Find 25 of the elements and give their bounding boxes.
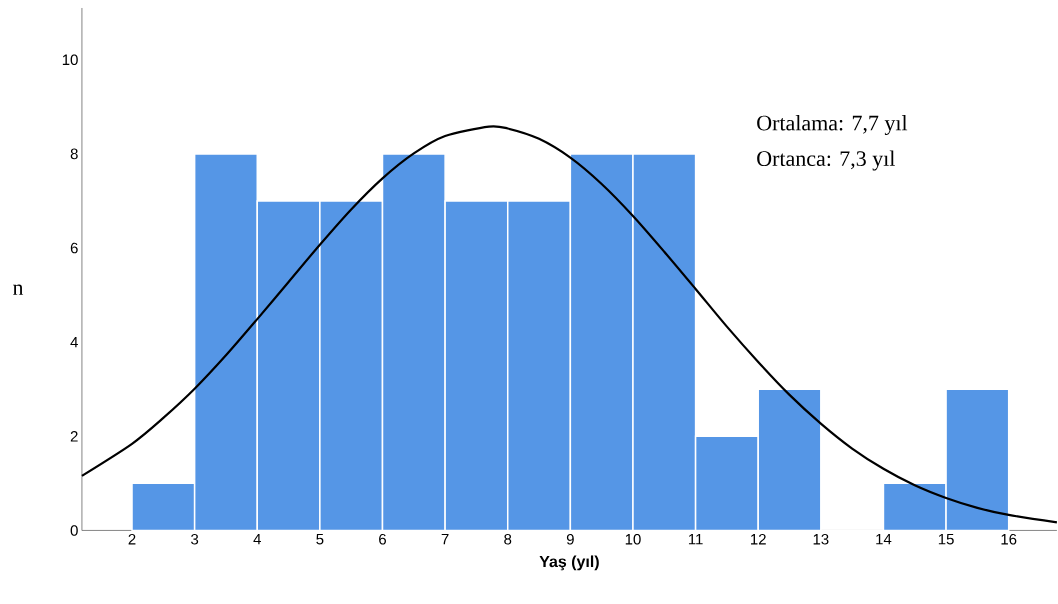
x-tick-label: 15 [938,533,954,545]
y-tick-label: 4 [70,336,78,348]
y-tick-label: 2 [70,430,78,442]
x-tick-label: 7 [441,533,449,545]
x-tick-label: 13 [813,533,829,545]
x-tick-label: 6 [379,533,387,545]
annotation: Ortanca: 7,3 yıl [757,150,895,171]
x-tick-label: 3 [191,533,199,545]
x-axis-title: Yaş (yıl) [539,555,599,571]
y-tick-label: 10 [62,54,78,65]
x-tick-label: 8 [504,533,512,545]
annotation: Ortalama: 7,7 yıl [757,114,908,135]
y-tick-label: 8 [70,148,78,160]
y-axis-title: n [13,284,24,295]
y-tick-label: 6 [70,242,78,254]
x-tick-label: 10 [625,533,641,545]
x-tick-label: 5 [316,533,324,545]
y-tick-label: 0 [70,524,78,536]
x-tick-label: 9 [566,533,574,545]
x-tick-label: 14 [876,533,892,545]
x-tick-label: 11 [688,533,703,545]
x-tick-label: 12 [751,533,766,545]
x-tick-label: 2 [128,533,136,545]
x-tick-label: 16 [1001,533,1017,545]
x-tick-label: 4 [253,533,261,545]
